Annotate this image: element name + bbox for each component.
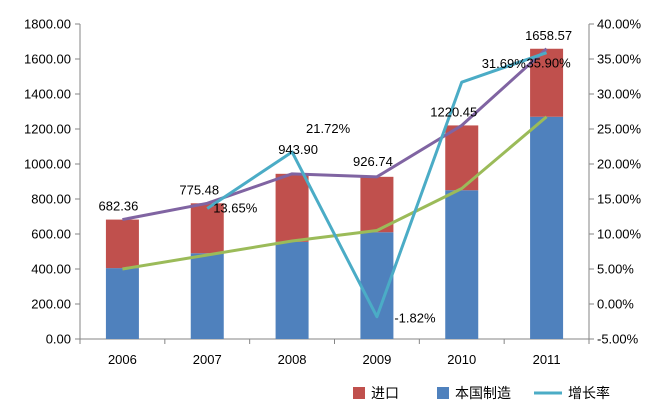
growth-rate-line [206, 51, 548, 319]
x-tick-label: 2008 [278, 352, 307, 367]
right-tick-label: 25.00% [597, 122, 642, 137]
bar-domestic [275, 241, 309, 339]
bar-domestic [105, 268, 139, 339]
growth-rate-label: 21.72% [306, 121, 351, 136]
bar-total-label: 682.36 [99, 199, 139, 214]
left-tick-label: 1800.00 [24, 17, 71, 32]
bar-domestic [530, 116, 564, 339]
right-tick-label: 40.00% [597, 17, 642, 32]
bar-total-label: 1220.45 [430, 104, 477, 119]
legend-label: 增长率 [568, 385, 610, 401]
legend: 进口 本国制造 增长率 [353, 385, 610, 401]
x-tick-label: 2010 [447, 352, 476, 367]
legend-swatch [353, 387, 365, 399]
x-tick-label: 2006 [108, 352, 137, 367]
legend-swatch [437, 387, 449, 399]
legend-label: 进口 [371, 385, 399, 401]
right-tick-label: 10.00% [597, 227, 642, 242]
bar-domestic [190, 253, 224, 339]
left-tick-label: 800.00 [31, 192, 71, 207]
right-tick-label: 30.00% [597, 87, 642, 102]
left-tick-label: 1600.00 [24, 52, 71, 67]
legend-label: 本国制造 [455, 385, 511, 401]
bar-domestic [445, 190, 479, 339]
bar-total-label: 1658.57 [525, 28, 572, 43]
bars [105, 48, 564, 339]
growth-rate-label: 13.65% [213, 200, 258, 215]
x-tick-label: 2009 [362, 352, 391, 367]
growth-rate-label: -1.82% [394, 311, 436, 326]
axes: 0.00 200.00 400.00 600.00 800.00 1000.00 1200.… [24, 17, 642, 368]
data-labels: 682.36 775.48 943.90 926.74 1220.45 1658.57 13… [99, 28, 573, 326]
left-tick-label: 1200.00 [24, 122, 71, 137]
growth-rate-label: 35.90% [527, 56, 572, 71]
left-tick-label: 400.00 [31, 262, 71, 277]
left-tick-label: 1400.00 [24, 87, 71, 102]
bar-total-label: 775.48 [179, 182, 219, 197]
growth-rate-label: 31.69% [482, 56, 527, 71]
lines [122, 47, 548, 319]
left-tick-label: 200.00 [31, 297, 71, 312]
left-tick-label: 600.00 [31, 227, 71, 242]
bar-import [275, 173, 309, 242]
right-tick-label: 20.00% [597, 157, 642, 172]
x-tick-label: 2007 [193, 352, 222, 367]
bar-total-label: 926.74 [353, 154, 393, 169]
right-tick-label: 35.00% [597, 52, 642, 67]
right-tick-label: 15.00% [597, 192, 642, 207]
x-tick-label: 2011 [533, 352, 561, 367]
purple-total-line [122, 47, 548, 222]
bar-import [190, 203, 224, 254]
right-tick-label: -5.00% [597, 332, 639, 347]
bar-import [360, 176, 394, 233]
right-tick-label: 5.00% [597, 262, 634, 277]
bar-import [105, 219, 139, 269]
left-tick-label: 0.00 [46, 332, 71, 347]
bar-total-label: 943.90 [278, 142, 318, 157]
left-tick-label: 1000.00 [24, 157, 71, 172]
right-tick-label: 0.00% [597, 297, 634, 312]
